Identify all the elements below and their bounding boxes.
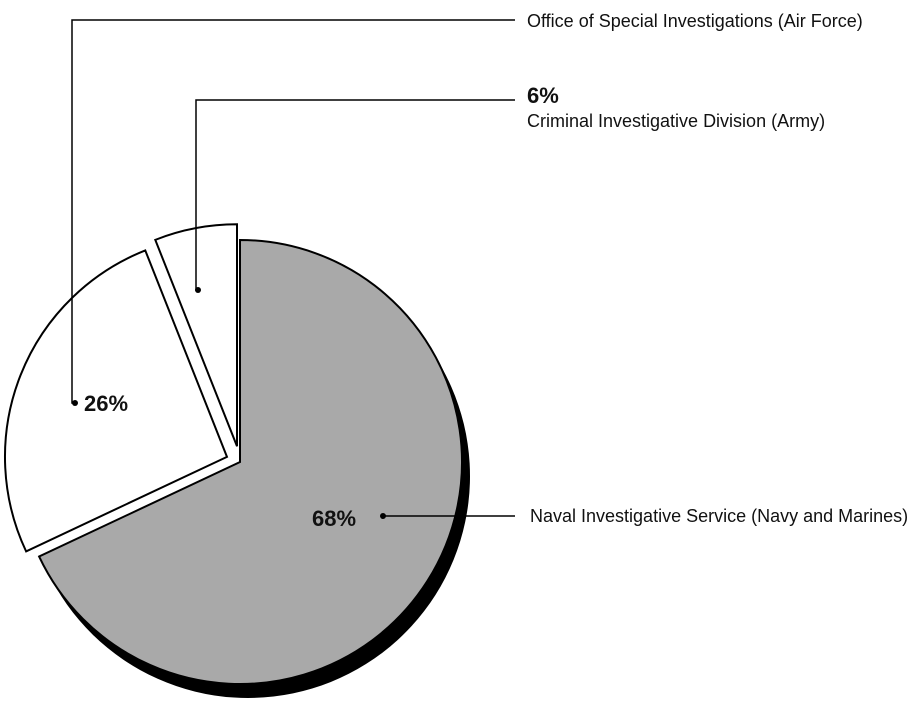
slice [3,249,229,553]
category-label: Naval Investigative Service (Navy and Ma… [530,506,909,526]
leader-dot [72,400,78,406]
category-label: Office of Special Investigations (Air Fo… [527,11,863,31]
value-label: 6% [527,83,559,108]
value-label: 26% [84,391,129,416]
value-label: 68% [312,506,357,531]
leader-dot [380,513,386,519]
leader-dot [195,287,201,293]
slice [37,238,463,685]
category-label: Criminal Investigative Division (Army) [527,111,826,131]
